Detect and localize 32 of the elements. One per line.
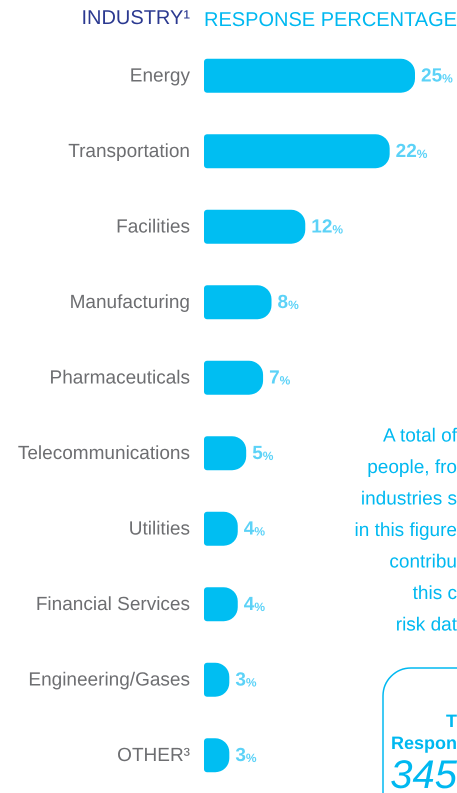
data-label: 5% [252,442,274,464]
y-axis-title: INDUSTRY¹ [81,7,190,29]
data-label: 22% [396,140,428,162]
bar [204,210,306,244]
bar [204,360,264,395]
y-tick-label: Manufacturing [70,292,190,313]
data-label: 3% [235,744,257,766]
y-tick-label: OTHER³ [117,744,190,766]
data-label: 4% [244,518,266,540]
y-tick-label: Energy [130,65,190,86]
data-label: 7% [269,367,291,388]
data-label: 8% [278,292,300,313]
y-tick-label: Utilities [128,518,190,540]
y-tick-label: Telecommunications [18,442,190,464]
annotation: Respon [390,733,457,753]
y-tick-label: Financial Services [36,594,190,615]
data-label: 25% [421,65,454,86]
annotation: A total of people, fro industries s in this figure contribu this c risk dat [354,425,457,636]
bar [204,58,415,93]
bar [204,134,390,168]
data-label: 3% [235,669,257,690]
text: T [446,711,457,731]
data-label: 12% [311,216,344,238]
data-label: 4% [244,594,266,615]
annotation: 345 [390,753,457,793]
y-tick-label: Pharmaceuticals [50,367,190,388]
y-tick-label: Engineering/Gases [28,669,190,690]
x-axis-title: RESPONSE PERCENTAGE [204,9,457,31]
bar [204,285,272,320]
bar [204,436,246,470]
y-tick-label: Facilities [116,216,190,238]
y-tick-label: Transportation [68,140,190,162]
